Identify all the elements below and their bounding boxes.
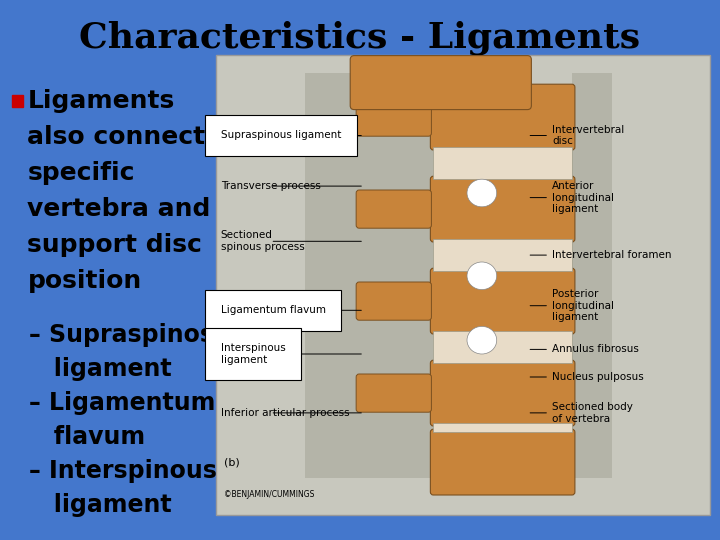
FancyBboxPatch shape: [356, 190, 431, 228]
Text: support disc: support disc: [27, 233, 202, 257]
Ellipse shape: [467, 179, 497, 207]
Text: position: position: [27, 269, 142, 293]
Text: Nucleus pulposus: Nucleus pulposus: [552, 372, 644, 382]
Text: ligament: ligament: [30, 493, 172, 517]
Ellipse shape: [467, 262, 497, 289]
Text: Interspinous
ligament: Interspinous ligament: [220, 343, 285, 365]
FancyBboxPatch shape: [431, 176, 575, 242]
Text: also connect: also connect: [27, 125, 206, 149]
FancyBboxPatch shape: [431, 429, 575, 495]
Bar: [433, 147, 572, 179]
Text: Inferior articular process: Inferior articular process: [220, 408, 349, 418]
Bar: [215, 55, 711, 515]
Text: Anterior
longitudinal
ligament: Anterior longitudinal ligament: [552, 181, 614, 214]
FancyBboxPatch shape: [431, 84, 575, 150]
Bar: [433, 239, 572, 271]
Bar: [305, 73, 433, 478]
Text: Sectioned
spinous process: Sectioned spinous process: [220, 231, 305, 252]
Text: Intervertebral
disc: Intervertebral disc: [552, 125, 624, 146]
Text: (b): (b): [224, 457, 239, 467]
Ellipse shape: [467, 326, 497, 354]
Bar: [433, 423, 572, 432]
Text: ligament: ligament: [30, 357, 172, 381]
Text: ©BENJAMIN/CUMMINGS: ©BENJAMIN/CUMMINGS: [224, 490, 314, 499]
Text: Annulus fibrosus: Annulus fibrosus: [552, 345, 639, 354]
Text: – Ligamentum: – Ligamentum: [30, 391, 216, 415]
FancyBboxPatch shape: [356, 282, 431, 320]
Text: Intervertebral foramen: Intervertebral foramen: [552, 250, 672, 260]
FancyBboxPatch shape: [431, 360, 575, 426]
Text: Characteristics - Ligaments: Characteristics - Ligaments: [79, 21, 641, 55]
Text: flavum: flavum: [30, 425, 145, 449]
FancyBboxPatch shape: [350, 56, 531, 110]
Text: Transverse process: Transverse process: [220, 181, 320, 191]
Text: Posterior
longitudinal
ligament: Posterior longitudinal ligament: [552, 289, 614, 322]
Bar: [572, 73, 611, 478]
Bar: [12, 95, 24, 107]
Text: Ligamentum flavum: Ligamentum flavum: [220, 305, 325, 315]
FancyBboxPatch shape: [356, 98, 431, 136]
Text: Ligaments: Ligaments: [27, 89, 175, 113]
Text: Supraspinous ligament: Supraspinous ligament: [220, 131, 341, 140]
FancyBboxPatch shape: [431, 268, 575, 334]
Text: – Interspinous: – Interspinous: [30, 459, 217, 483]
FancyBboxPatch shape: [356, 374, 431, 412]
Text: specific: specific: [27, 161, 135, 185]
Text: Sectioned body
of vertebra: Sectioned body of vertebra: [552, 402, 633, 424]
Text: vertebra and: vertebra and: [27, 197, 211, 221]
Bar: [433, 331, 572, 363]
Text: – Supraspinos: – Supraspinos: [30, 323, 215, 347]
